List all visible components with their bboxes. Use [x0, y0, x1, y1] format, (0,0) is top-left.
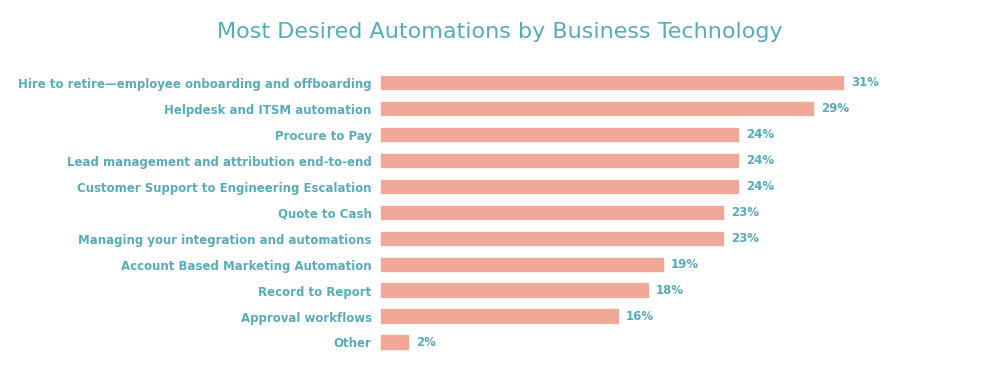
Text: 29%: 29% [821, 102, 849, 115]
Bar [380, 231, 725, 247]
Text: 24%: 24% [746, 154, 774, 167]
Text: Most Desired Automations by Business Technology: Most Desired Automations by Business Tec… [217, 22, 783, 43]
Bar [380, 257, 665, 273]
Bar [380, 75, 845, 91]
Text: 18%: 18% [656, 284, 684, 297]
Text: 23%: 23% [731, 206, 759, 219]
Bar [380, 126, 740, 143]
Text: 24%: 24% [746, 180, 774, 193]
Bar [380, 308, 620, 325]
Text: 19%: 19% [671, 258, 699, 271]
Bar [380, 101, 815, 117]
Bar [380, 153, 740, 169]
Text: 31%: 31% [851, 76, 879, 89]
Text: 23%: 23% [731, 232, 759, 245]
Bar [380, 179, 740, 195]
Text: 2%: 2% [416, 336, 436, 349]
Bar [380, 282, 650, 299]
Text: 24%: 24% [746, 128, 774, 141]
Bar [380, 335, 410, 351]
Bar [380, 204, 725, 221]
Text: 16%: 16% [626, 310, 654, 323]
